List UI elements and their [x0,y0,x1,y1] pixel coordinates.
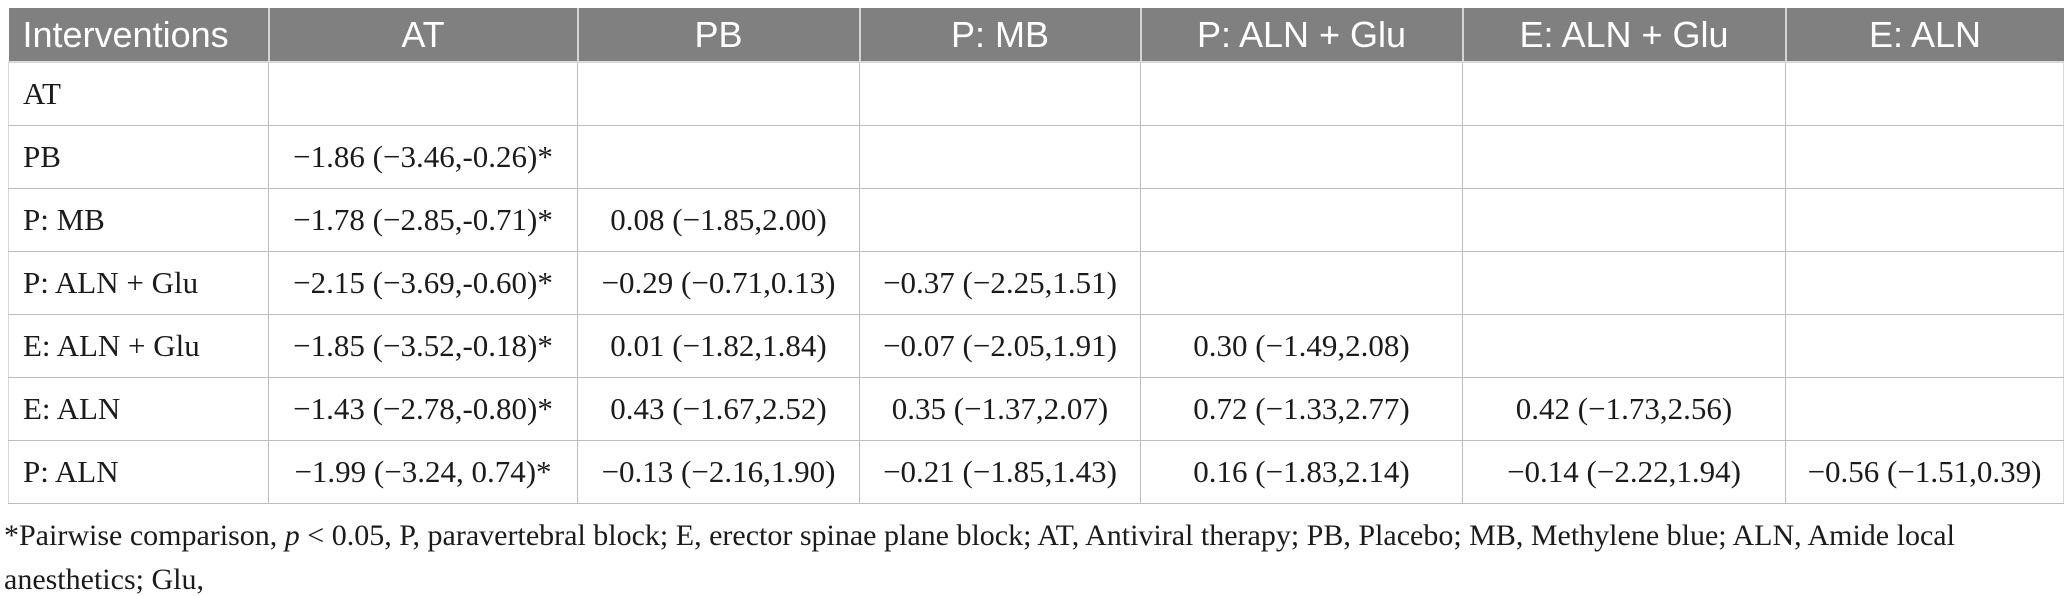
effect-cell [1462,187,1786,252]
effect-cell: 0.43 (−1.67,2.52) [577,376,860,441]
effect-cell [859,124,1141,189]
effect-cell [268,62,578,126]
effect-cell [1785,313,2064,378]
table-footnote: *Pairwise comparison, p < 0.05, P, parav… [4,514,2062,596]
effect-cell [1462,313,1786,378]
footnote-prefix: *Pairwise comparison, [4,519,285,552]
effect-cell [1140,187,1463,252]
row-label: PB [8,124,269,189]
league-table: Interventions AT PB P: MB P: ALN + Glu E… [8,8,2064,504]
effect-cell: 0.08 (−1.85,2.00) [577,187,860,252]
column-header-p-mb: P: MB [858,8,1141,63]
effect-cell: 0.35 (−1.37,2.07) [859,376,1141,441]
column-header-interventions: Interventions [8,8,269,63]
effect-cell: −0.29 (−0.71,0.13) [577,250,860,315]
effect-cell: −1.85 (−3.52,-0.18)* [268,313,578,378]
column-header-e-aln-glu: E: ALN + Glu [1461,8,1786,63]
effect-cell: −2.15 (−3.69,-0.60)* [268,250,578,315]
effect-cell [577,62,860,126]
effect-cell: −0.21 (−1.85,1.43) [859,439,1141,504]
effect-cell: −1.99 (−3.24, 0.74)* [268,439,578,504]
row-label: P: MB [8,187,269,252]
effect-cell: −1.86 (−3.46,-0.26)* [268,124,578,189]
effect-cell [1140,124,1463,189]
table-row-p-aln-glu: P: ALN + Glu −2.15 (−3.69,-0.60)* −0.29 … [8,250,2064,315]
header-row: Interventions AT PB P: MB P: ALN + Glu E… [8,8,2064,63]
effect-cell [577,124,860,189]
effect-cell: −0.07 (−2.05,1.91) [859,313,1141,378]
effect-cell [1785,376,2064,441]
effect-cell: 0.01 (−1.82,1.84) [577,313,860,378]
effect-cell: −0.37 (−2.25,1.51) [859,250,1141,315]
effect-cell: −0.14 (−2.22,1.94) [1462,439,1786,504]
effect-cell: −0.13 (−2.16,1.90) [577,439,860,504]
table-row-p-aln: P: ALN −1.99 (−3.24, 0.74)* −0.13 (−2.16… [8,439,2064,504]
footnote-line1-rest: < 0.05, P, paravertebral block; E, erect… [4,519,1955,596]
effect-cell: 0.30 (−1.49,2.08) [1140,313,1463,378]
column-header-p-aln-glu: P: ALN + Glu [1139,8,1463,63]
effect-cell: 0.72 (−1.33,2.77) [1140,376,1463,441]
effect-cell [859,187,1141,252]
effect-cell [1785,124,2064,189]
effect-cell [1785,62,2064,126]
row-label: E: ALN + Glu [8,313,269,378]
effect-cell: −1.43 (−2.78,-0.80)* [268,376,578,441]
effect-cell [859,62,1141,126]
column-header-e-aln: E: ALN [1784,8,2064,63]
effect-cell [1462,62,1786,126]
effect-cell [1140,62,1463,126]
effect-cell [1785,187,2064,252]
effect-cell [1462,124,1786,189]
column-header-at: AT [267,8,578,63]
row-label: P: ALN [8,439,269,504]
effect-cell: −1.78 (−2.85,-0.71)* [268,187,578,252]
effect-cell: 0.16 (−1.83,2.14) [1140,439,1463,504]
footnote-p-italic: p [284,519,300,552]
table-row-e-aln: E: ALN −1.43 (−2.78,-0.80)* 0.43 (−1.67,… [8,376,2064,441]
effect-cell [1462,250,1786,315]
effect-cell [1785,250,2064,315]
table-row-p-mb: P: MB −1.78 (−2.85,-0.71)* 0.08 (−1.85,2… [8,187,2064,252]
table-row-e-aln-glu: E: ALN + Glu −1.85 (−3.52,-0.18)* 0.01 (… [8,313,2064,378]
effect-cell [1140,250,1463,315]
row-label: P: ALN + Glu [8,250,269,315]
row-label: E: ALN [8,376,269,441]
table-row-pb: PB −1.86 (−3.46,-0.26)* [8,124,2064,189]
table-row-at: AT [8,62,2064,126]
effect-cell: −0.56 (−1.51,0.39) [1785,439,2064,504]
column-header-pb: PB [576,8,860,63]
row-label: AT [8,62,269,126]
effect-cell: 0.42 (−1.73,2.56) [1462,376,1786,441]
